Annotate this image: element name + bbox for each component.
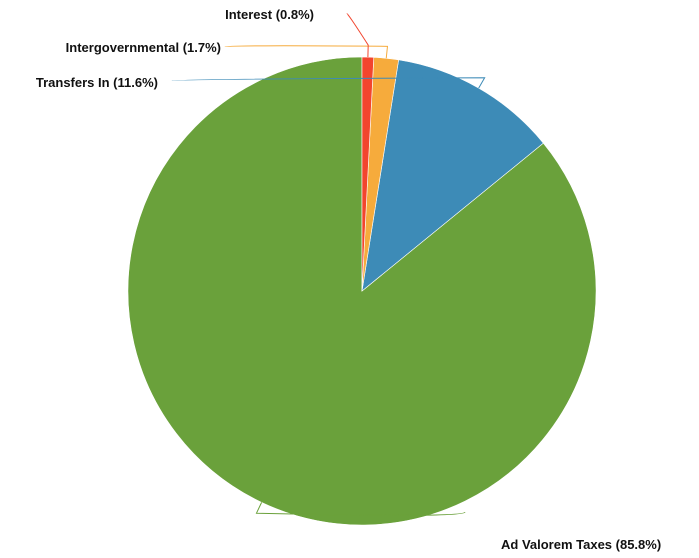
pie-slices <box>127 56 597 526</box>
leader-line-intergovernmental <box>224 45 389 59</box>
slice-label-intergovernmental: Intergovernmental (1.7%) <box>66 40 221 55</box>
slice-label-ad-valorem-taxes: Ad Valorem Taxes (85.8%) <box>501 537 661 552</box>
leader-line-ad-valorem-taxes <box>255 502 466 516</box>
slice-label-transfers-in: Transfers In (11.6%) <box>36 75 158 90</box>
leader-line-transfers-in <box>171 77 486 89</box>
pie-slice-interest <box>361 56 375 292</box>
leader-line-interest <box>346 13 369 58</box>
pie-slice-transfers-in <box>361 59 544 292</box>
slice-labels: Ad Valorem Taxes (85.8%) Transfers In (1… <box>36 7 661 552</box>
slice-label-interest: Interest (0.8%) <box>225 7 314 22</box>
